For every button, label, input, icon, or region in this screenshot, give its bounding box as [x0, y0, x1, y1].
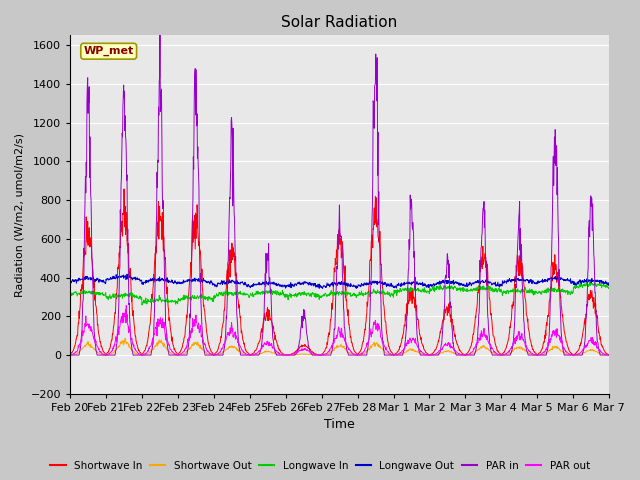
Title: Solar Radiation: Solar Radiation [282, 15, 397, 30]
Text: WP_met: WP_met [84, 46, 134, 56]
Y-axis label: Radiation (W/m2, umol/m2/s): Radiation (W/m2, umol/m2/s) [15, 132, 25, 297]
X-axis label: Time: Time [324, 419, 355, 432]
Legend: Shortwave In, Shortwave Out, Longwave In, Longwave Out, PAR in, PAR out: Shortwave In, Shortwave Out, Longwave In… [46, 456, 594, 475]
